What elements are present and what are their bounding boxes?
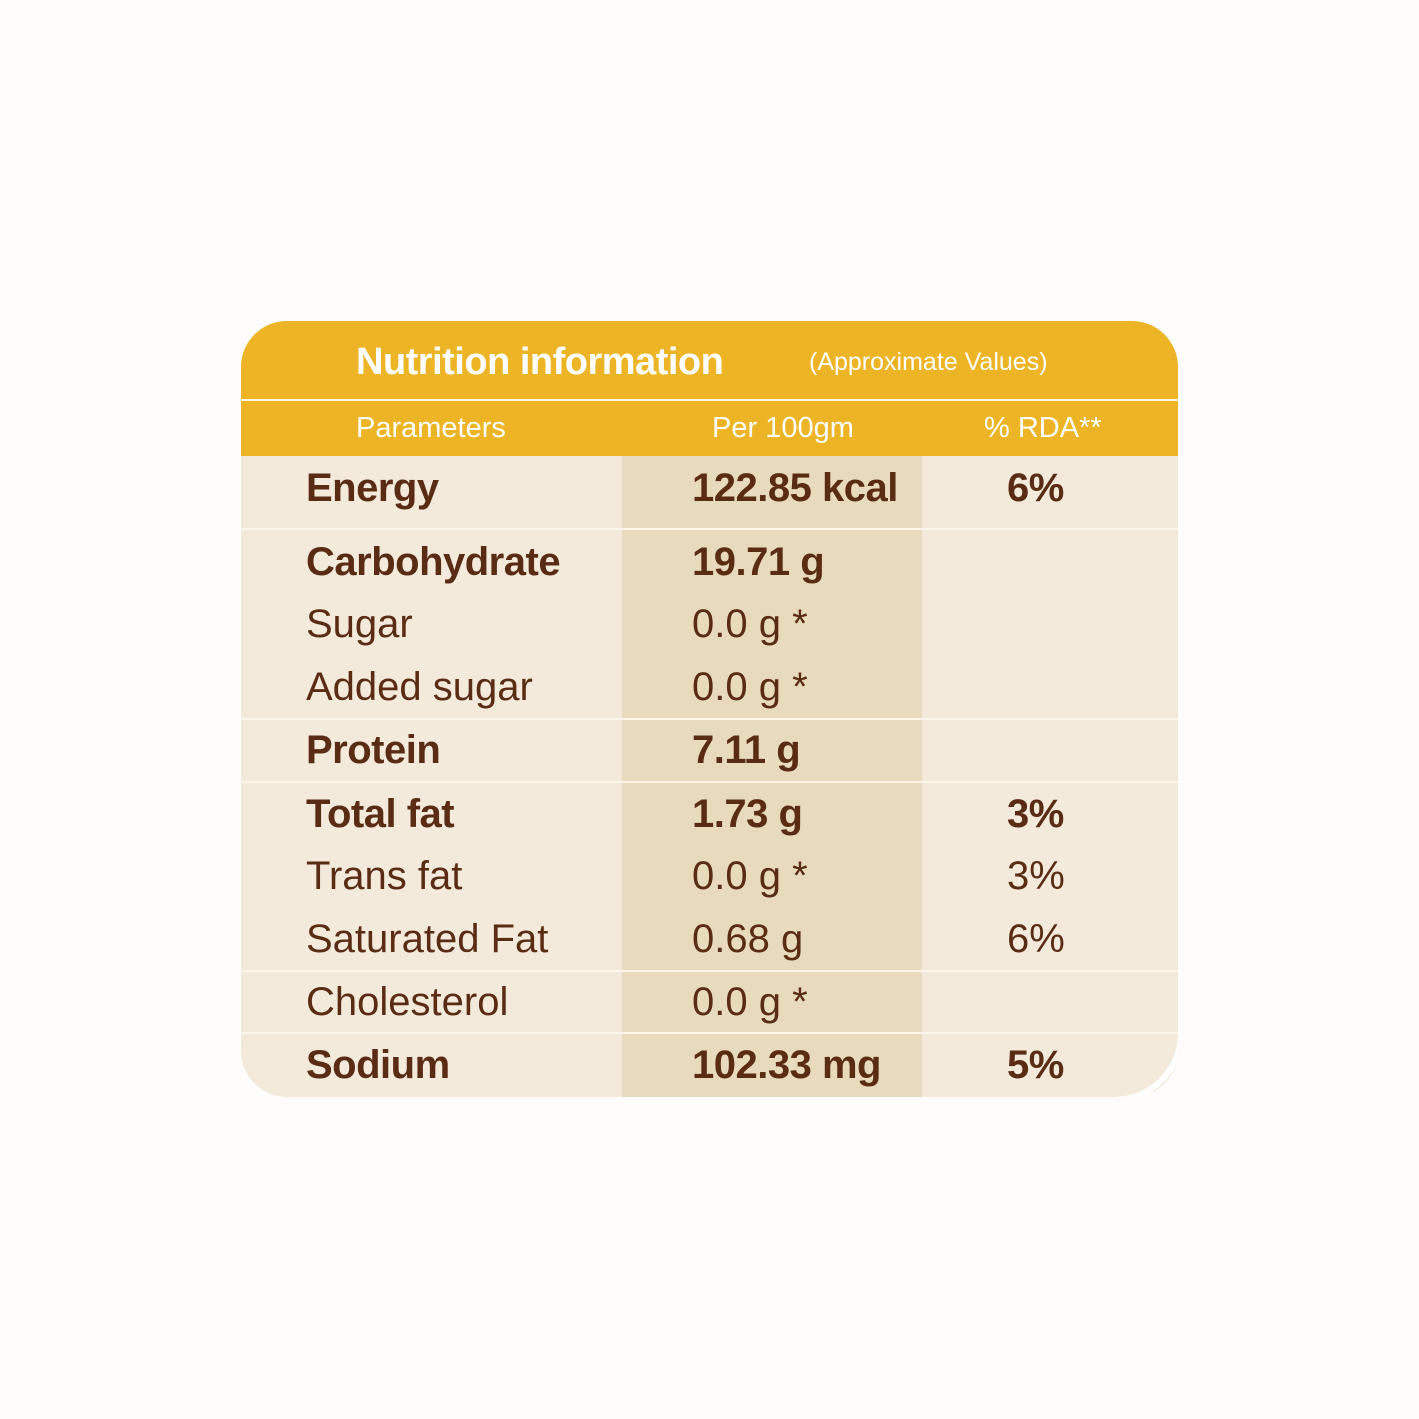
- per-100gm-value: 7.11 g: [692, 728, 801, 772]
- column-header-row: Parameters Per 100gm % RDA**: [241, 401, 1178, 456]
- parameter-name: Sodium: [306, 1043, 450, 1087]
- per-100gm-value: 0.0 g *: [692, 665, 808, 709]
- group-divider: [241, 528, 1178, 530]
- parameter-name: Sugar: [306, 602, 413, 646]
- rda-value: 3%: [1007, 792, 1064, 836]
- per-100gm-value: 0.68 g: [692, 917, 804, 961]
- group-divider: [241, 781, 1178, 783]
- parameter-name: Energy: [306, 466, 439, 510]
- per-100gm-value: 0.0 g *: [692, 854, 808, 898]
- parameter-name: Trans fat: [306, 854, 463, 898]
- parameter-name: Carbohydrate: [306, 540, 561, 584]
- per-100gm-value: 0.0 g *: [692, 602, 808, 646]
- rda-value: 6%: [1007, 917, 1065, 961]
- per-100gm-value: 122.85 kcal: [692, 466, 898, 510]
- nutrition-card: Nutrition information (Approximate Value…: [241, 321, 1178, 1097]
- group-divider: [241, 718, 1178, 720]
- parameter-name: Saturated Fat: [306, 917, 549, 961]
- group-divider: [241, 970, 1178, 972]
- parameter-name: Added sugar: [306, 665, 533, 709]
- parameter-name: Total fat: [306, 792, 455, 836]
- header-divider: [241, 399, 1178, 401]
- approximate-values-note: (Approximate Values): [809, 348, 1048, 376]
- per-100gm-value: 1.73 g: [692, 792, 803, 836]
- rda-value: 3%: [1007, 854, 1065, 898]
- parameter-name: Protein: [306, 728, 441, 772]
- column-header-per-100gm: Per 100gm: [712, 412, 854, 444]
- title-bar: Nutrition information (Approximate Value…: [241, 321, 1178, 399]
- per-100gm-value: 19.71 g: [692, 540, 825, 584]
- group-divider: [241, 1032, 1178, 1034]
- rda-value: 6%: [1007, 466, 1064, 510]
- per-100gm-value: 0.0 g *: [692, 980, 808, 1024]
- column-header-rda: % RDA**: [984, 412, 1102, 444]
- column-header-parameters: Parameters: [356, 412, 506, 444]
- nutrition-title: Nutrition information: [356, 341, 724, 383]
- parameter-name: Cholesterol: [306, 980, 509, 1024]
- rda-value: 5%: [1007, 1043, 1064, 1087]
- per-100gm-value: 102.33 mg: [692, 1043, 881, 1087]
- value-column-background: [622, 456, 922, 1097]
- corner-decoration: [1064, 983, 1178, 1097]
